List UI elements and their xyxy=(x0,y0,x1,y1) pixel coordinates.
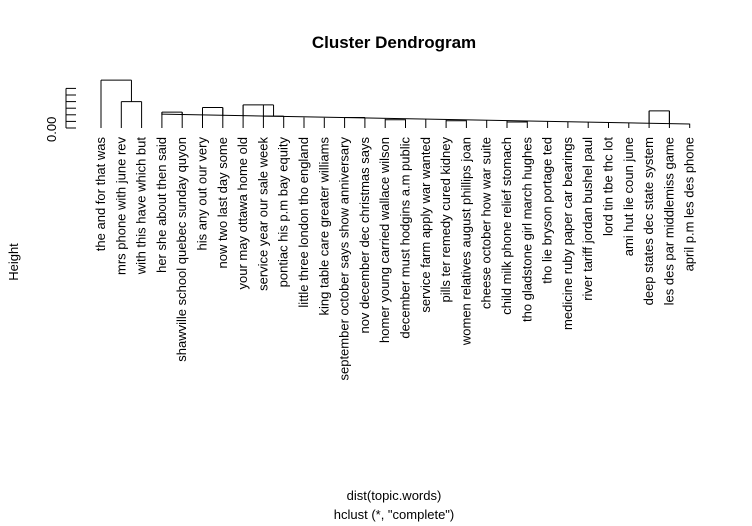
merge-bar xyxy=(161,113,690,125)
leaf-label: december must hodgins a.m public xyxy=(398,137,413,339)
y-tick-label: 0.00 xyxy=(44,117,59,142)
leaf-label: lord tin tbe thc lot xyxy=(601,137,616,236)
leaf-label: service farm apply war wanted xyxy=(418,137,433,313)
leaf-label: medicine ruby paper car bearings xyxy=(560,137,575,330)
chart-title: Cluster Dendrogram xyxy=(312,33,476,52)
leaf-label: deep states dec state system xyxy=(641,137,656,305)
leaf-label: nov december dec christmas says xyxy=(357,137,372,334)
leaf-label: mrs phone with june rev xyxy=(113,137,128,276)
leaf-label: ami hut lie coun june xyxy=(621,137,636,256)
leaf-label: little three london tho england xyxy=(296,137,311,308)
leaf-label: her she about then said xyxy=(154,137,169,273)
leaf-label: september october says show anniversary xyxy=(337,137,352,381)
dendrogram-tree xyxy=(100,79,691,128)
leaf-labels: the and for that was mrs phone with june … xyxy=(93,137,697,381)
leaf-label: women relatives august phillips joan xyxy=(458,137,473,346)
leaf-label: with this have which but xyxy=(134,137,149,276)
leaf-label: pills ter remedy cured kidney xyxy=(438,137,453,303)
leaf-label: your may ottawa home old xyxy=(235,137,250,289)
leaf-label: child milk phone relief stomach xyxy=(499,137,514,315)
leaf-label: april p.m les des phone xyxy=(682,137,697,271)
leaf-label: service year our sale week xyxy=(255,137,270,291)
leaf-label: king table care greater williams xyxy=(316,137,331,316)
leaf-label: his any out our very xyxy=(195,137,210,251)
y-axis-label: Height xyxy=(6,243,21,281)
leaf-label: tho lie bryson portage ted xyxy=(540,137,555,284)
leaf-label: homer young carried wallace wilson xyxy=(377,137,392,343)
y-axis: 0.00 xyxy=(44,87,76,142)
leaf-label: tho gladstone girl march hughes xyxy=(519,137,534,323)
leaf-label: pontiac his p.m bay equity xyxy=(276,137,291,288)
leaf-label: shawville school quebec sunday quyon xyxy=(174,137,189,362)
leaf-label: cheese october how war suite xyxy=(479,137,494,309)
leaf-label: now two last day some xyxy=(215,137,230,269)
x-axis-label: dist(topic.words) xyxy=(347,488,442,503)
leaf-label: the and for that was xyxy=(93,137,108,252)
leaf-label: river tariff jordan bushel paul xyxy=(580,137,595,301)
leaf-label: les des par middlemiss game xyxy=(661,137,676,305)
method-sublabel: hclust (*, "complete") xyxy=(334,507,455,522)
